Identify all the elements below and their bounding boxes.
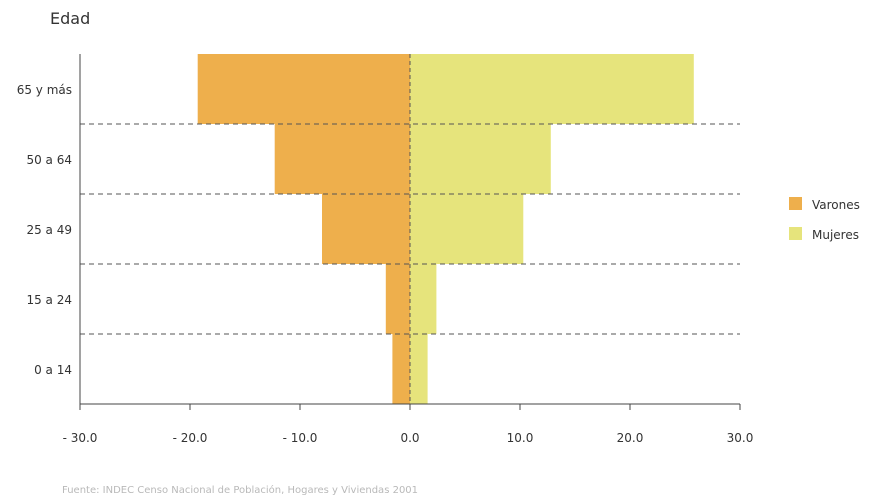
legend-swatch-mujeres <box>789 227 802 240</box>
bar-mujeres-1 <box>410 264 437 334</box>
legend-label-mujeres: Mujeres <box>812 228 859 242</box>
x-tick-label: - 10.0 <box>283 431 318 445</box>
x-tick-label: 10.0 <box>507 431 534 445</box>
x-tick-label: - 20.0 <box>173 431 208 445</box>
bar-mujeres-2 <box>410 194 524 264</box>
legend-label-varones: Varones <box>812 198 860 212</box>
y-category-label: 25 a 49 <box>26 223 72 237</box>
x-tick-label: 30.0 <box>727 431 754 445</box>
y-category-label: 15 a 24 <box>26 293 72 307</box>
source-note: Fuente: INDEC Censo Nacional de Població… <box>62 484 418 496</box>
y-category-label: 0 a 14 <box>34 363 72 377</box>
y-axis-title: Edad <box>50 9 90 28</box>
bar-mujeres-3 <box>410 124 551 194</box>
y-category-label: 65 y más <box>17 83 72 97</box>
bar-varones-4 <box>197 54 410 124</box>
bar-varones-3 <box>274 124 410 194</box>
bar-mujeres-4 <box>410 54 694 124</box>
bar-mujeres-0 <box>410 334 428 404</box>
bar-varones-2 <box>322 194 410 264</box>
x-tick-label: - 30.0 <box>63 431 98 445</box>
x-tick-label: 20.0 <box>617 431 644 445</box>
bar-varones-0 <box>392 334 410 404</box>
legend: Varones Mujeres <box>789 197 860 242</box>
y-category-label: 50 a 64 <box>26 153 72 167</box>
x-tick-label: 0.0 <box>400 431 419 445</box>
legend-swatch-varones <box>789 197 802 210</box>
bar-varones-1 <box>385 264 410 334</box>
